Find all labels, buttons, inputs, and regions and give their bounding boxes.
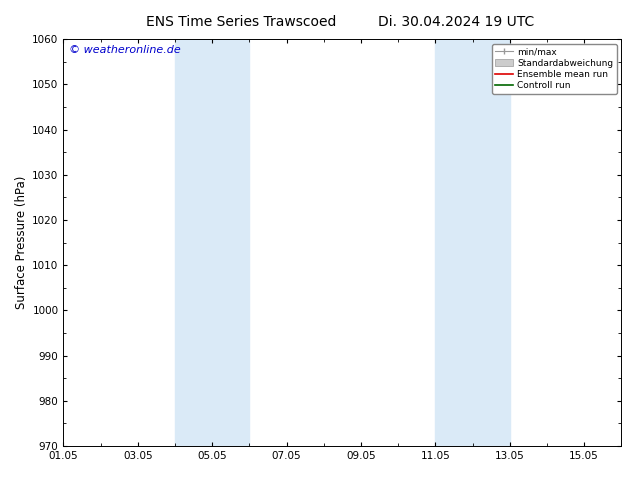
- Text: © weatheronline.de: © weatheronline.de: [69, 45, 181, 55]
- Legend: min/max, Standardabweichung, Ensemble mean run, Controll run: min/max, Standardabweichung, Ensemble me…: [492, 44, 617, 94]
- Y-axis label: Surface Pressure (hPa): Surface Pressure (hPa): [15, 176, 28, 309]
- Bar: [436, 39, 510, 446]
- Text: ENS Time Series Trawscoed: ENS Time Series Trawscoed: [146, 15, 336, 29]
- Bar: [175, 39, 249, 446]
- Text: Di. 30.04.2024 19 UTC: Di. 30.04.2024 19 UTC: [378, 15, 534, 29]
